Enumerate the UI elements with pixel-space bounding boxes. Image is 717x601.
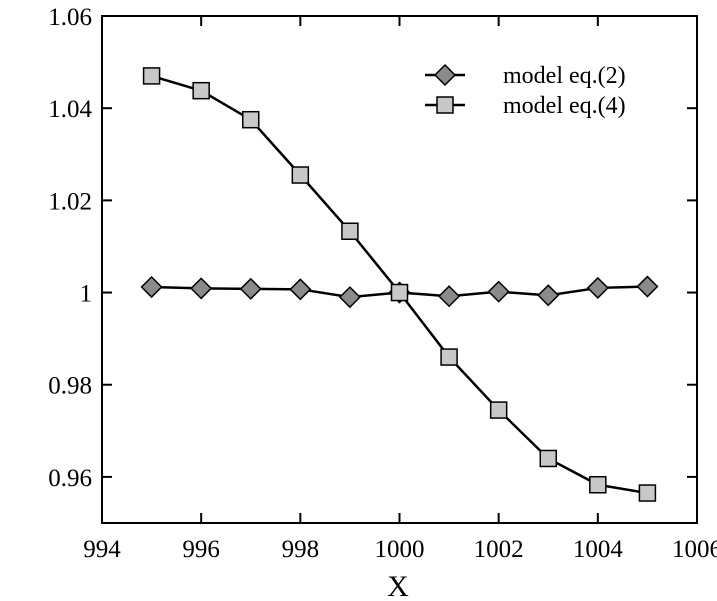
data-point <box>537 284 560 307</box>
axis-ticks: 994 996 998 1000 1002 1004 1006 0.96 0.98 1 1.02 1.… <box>48 4 717 563</box>
y-tick-label: 0.96 <box>48 465 92 492</box>
series-layer <box>140 67 659 502</box>
x-axis-title: X <box>387 570 409 601</box>
data-point <box>341 222 359 240</box>
data-point <box>242 110 260 129</box>
data-point <box>589 475 607 494</box>
series-2 <box>142 67 657 502</box>
data-point <box>539 449 557 468</box>
data-point <box>390 283 409 302</box>
x-tick-label: 1002 <box>474 536 524 563</box>
legend-item: model eq.(4) <box>425 93 626 119</box>
y-tick-label: 1.04 <box>48 96 92 123</box>
data-point <box>586 276 609 299</box>
legend: model eq.(2) model eq.(4) <box>425 63 626 119</box>
data-point <box>440 348 458 366</box>
plot-area: 994 996 998 1000 1002 1004 1006 0.96 0.98 1 1.02 1.… <box>48 4 717 563</box>
y-tick-label: 0.98 <box>48 373 92 400</box>
legend-item: model eq.(2) <box>425 63 626 89</box>
data-point <box>636 275 659 298</box>
data-point <box>638 484 657 502</box>
data-point <box>338 286 361 309</box>
y-tick-label: 1 <box>80 281 93 308</box>
x-tick-label: 998 <box>282 536 320 563</box>
y-tick-label: 1.06 <box>48 4 92 31</box>
data-point <box>190 277 213 300</box>
y-tick-label: 1.02 <box>48 188 92 215</box>
data-point <box>140 275 163 299</box>
data-point <box>289 278 312 301</box>
x-tick-label: 1006 <box>672 536 717 563</box>
data-point <box>438 285 461 308</box>
legend-marker <box>436 96 454 114</box>
data-point <box>487 280 510 303</box>
x-tick-label: 1004 <box>573 536 624 563</box>
legend-label: model eq.(4) <box>503 93 626 119</box>
data-point <box>489 401 508 419</box>
data-point <box>239 277 262 300</box>
x-tick-label: 994 <box>83 536 121 563</box>
data-point <box>291 166 310 184</box>
x-tick-label: 1000 <box>375 536 425 563</box>
data-point <box>142 67 161 85</box>
data-point <box>192 81 210 100</box>
legend-marker <box>433 63 457 87</box>
x-tick-label: 996 <box>182 536 220 563</box>
legend-label: model eq.(2) <box>503 63 626 89</box>
